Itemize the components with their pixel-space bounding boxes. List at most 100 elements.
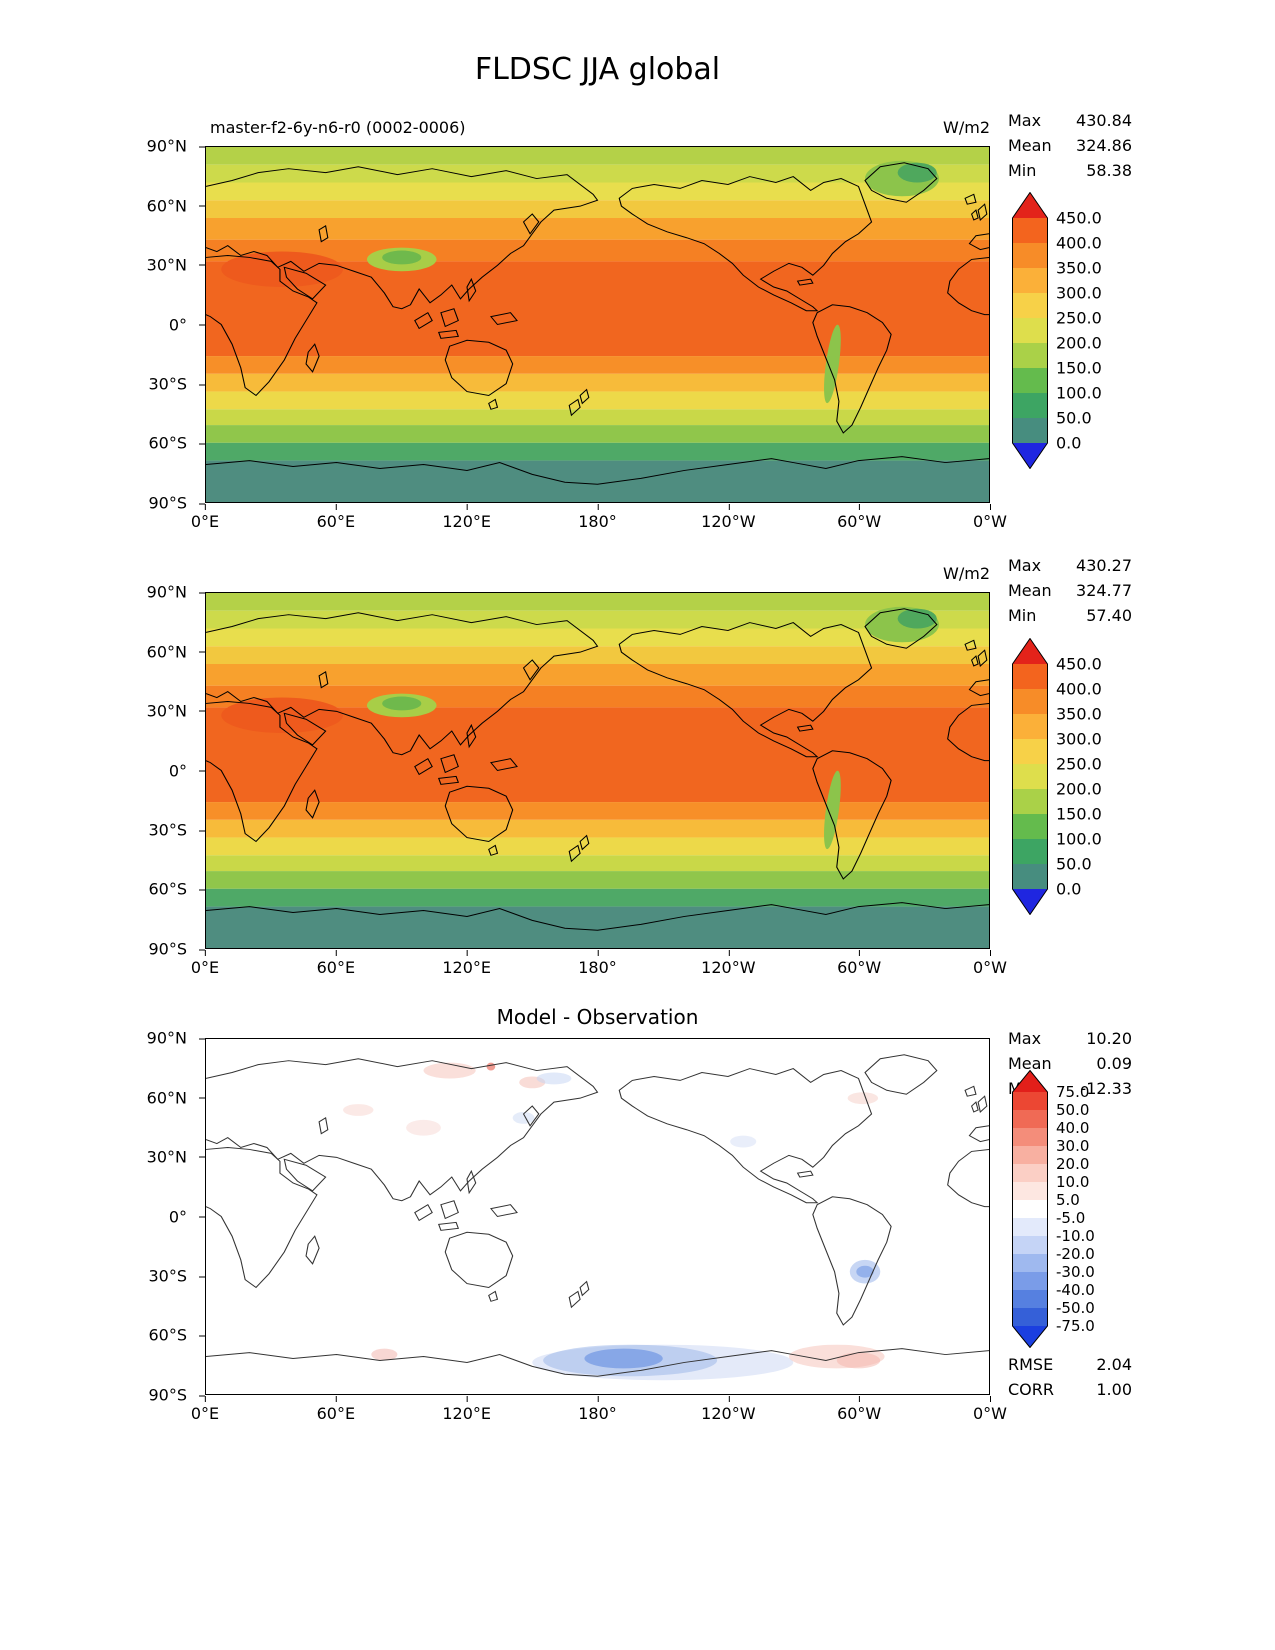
xtick-label: 0°W <box>973 504 1007 531</box>
colorbar-arrow-top <box>1012 192 1048 218</box>
xtick-label: 0°W <box>973 950 1007 977</box>
cb-label: 30.0 <box>1056 1137 1090 1155</box>
cb-label: -75.0 <box>1056 1317 1095 1335</box>
observation-map-svg <box>206 593 989 948</box>
panel2-map <box>205 592 990 949</box>
cb-label: 50.0 <box>1056 1101 1090 1119</box>
panel3-map <box>205 1038 990 1395</box>
ytick-label: 30°S <box>148 820 205 840</box>
cb-segment <box>1012 1200 1048 1218</box>
ytick-label: 60°N <box>146 196 206 215</box>
cb-label: -5.0 <box>1056 1209 1086 1227</box>
cb-segment <box>1012 1110 1048 1128</box>
stat-label: RMSE <box>1008 1355 1054 1374</box>
cb-segment <box>1012 689 1048 714</box>
cb-segment <box>1012 1308 1048 1326</box>
cb-segment <box>1012 393 1048 418</box>
ytick-label: 30°N <box>146 701 206 721</box>
cb-segment <box>1012 1146 1048 1164</box>
cb-segment <box>1012 1272 1048 1290</box>
cb-label: 250.0 <box>1056 308 1102 328</box>
cb-label: 300.0 <box>1056 283 1102 303</box>
panel2-yticks: 90°N 60°N 30°N 0° 30°S 60°S 90°S <box>135 583 206 959</box>
anomaly-patches <box>343 1062 885 1381</box>
colorbar-arrow-top <box>1012 1070 1048 1092</box>
cb-label: 75.0 <box>1056 1083 1090 1101</box>
cb-label: 10.0 <box>1056 1173 1090 1191</box>
ytick-label: 0° <box>168 1207 206 1226</box>
cb-label: -20.0 <box>1056 1245 1095 1263</box>
stat-row: Max 10.20 <box>1008 1026 1132 1051</box>
ytick-label: 60°S <box>148 1325 205 1345</box>
xtick-label: 60°E <box>316 1396 356 1423</box>
stat-label: Mean <box>1008 581 1052 600</box>
cb-label: 350.0 <box>1056 258 1102 278</box>
panel2-xticks: 0°E 60°E 120°E 180° 120°W 60°W 0°W <box>191 949 1007 979</box>
ytick-label: 60°N <box>146 1088 206 1107</box>
panel3-colorbar <box>1012 1069 1048 1352</box>
panel1-xticks: 0°E 60°E 120°E 180° 120°W 60°W 0°W <box>191 503 1007 533</box>
panel3-yticks: 90°N 60°N 30°N 0° 30°S 60°S 90°S <box>135 1029 206 1405</box>
colorbar-arrow-bottom <box>1012 443 1048 469</box>
cb-segment <box>1012 739 1048 764</box>
cb-segment <box>1012 714 1048 739</box>
panel1-stats: Max 430.84 Mean 324.86 Min 58.38 <box>1008 108 1132 183</box>
colorbar-arrow-bottom <box>1012 889 1048 915</box>
cb-label: 100.0 <box>1056 829 1102 849</box>
stat-value: 57.40 <box>1086 606 1132 625</box>
cb-label: 5.0 <box>1056 1191 1080 1209</box>
ytick-label: 30°N <box>146 255 206 275</box>
colorbar-arrow-top <box>1012 638 1048 664</box>
ytick-label: 90°S <box>148 1385 205 1405</box>
xtick-label: 0°E <box>190 1396 220 1423</box>
xtick-label: 120°E <box>442 950 491 977</box>
xtick-label: 180° <box>578 504 617 531</box>
cb-label: 200.0 <box>1056 779 1102 799</box>
figure-title: FLDSC JJA global <box>474 52 721 87</box>
ytick-label: 90°S <box>148 939 205 959</box>
xtick-label: 120°W <box>701 1396 756 1423</box>
stat-value: 324.86 <box>1076 136 1132 155</box>
stat-row: Mean 0.09 <box>1008 1051 1132 1076</box>
cb-label: 0.0 <box>1056 879 1082 899</box>
panel2-units: W/m2 <box>943 564 990 583</box>
cb-segment <box>1012 1236 1048 1254</box>
ytick-label: 60°S <box>148 879 205 899</box>
stat-label: Min <box>1008 161 1037 180</box>
panel1-colorbar <box>1012 191 1048 473</box>
stat-value: 430.27 <box>1076 556 1132 575</box>
cb-segment <box>1012 1092 1048 1110</box>
ytick-label: 60°S <box>148 433 205 453</box>
stat-row: CORR 1.00 <box>1008 1377 1132 1402</box>
xtick-label: 60°W <box>837 1396 882 1423</box>
coastlines <box>206 162 989 485</box>
colorbar-arrow-bottom <box>1012 1326 1048 1348</box>
stat-row: Min 58.38 <box>1008 158 1132 183</box>
stat-value: 1.00 <box>1096 1380 1132 1399</box>
cb-label: 20.0 <box>1056 1155 1090 1173</box>
panel2-colorbar <box>1012 637 1048 919</box>
cb-segment <box>1012 789 1048 814</box>
cb-segment <box>1012 839 1048 864</box>
colorbar-outline <box>1012 637 1048 916</box>
panel3-extra-stats: RMSE 2.04 CORR 1.00 <box>1008 1352 1132 1402</box>
xtick-label: 0°E <box>190 504 220 531</box>
xtick-label: 120°E <box>442 504 491 531</box>
xtick-label: 0°E <box>190 950 220 977</box>
cb-label: -30.0 <box>1056 1263 1095 1281</box>
stat-value: 430.84 <box>1076 111 1132 130</box>
ytick-label: 0° <box>168 315 206 334</box>
stat-value: 58.38 <box>1086 161 1132 180</box>
stat-value: 10.20 <box>1086 1029 1132 1048</box>
panel2-stats: Max 430.27 Mean 324.77 Min 57.40 <box>1008 553 1132 628</box>
cb-segment <box>1012 1290 1048 1308</box>
stat-value: 0.09 <box>1096 1054 1132 1073</box>
cb-segment <box>1012 814 1048 839</box>
cb-segment <box>1012 764 1048 789</box>
difference-map-svg <box>206 1039 989 1394</box>
cb-segment <box>1012 1128 1048 1146</box>
ytick-label: 60°N <box>146 642 206 661</box>
cb-label: 200.0 <box>1056 333 1102 353</box>
xtick-label: 60°E <box>316 504 356 531</box>
stat-value: 324.77 <box>1076 581 1132 600</box>
